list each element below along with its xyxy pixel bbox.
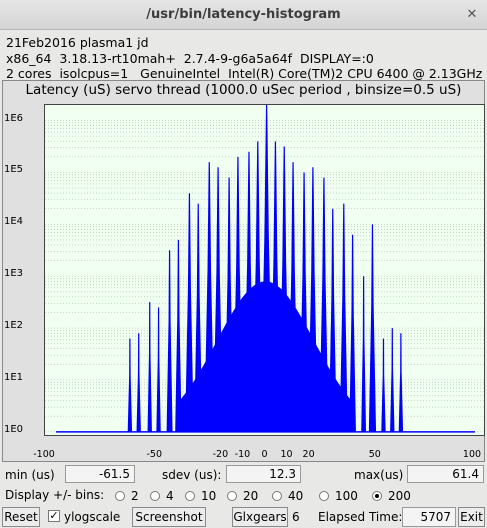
- histogram-peak: [390, 328, 395, 432]
- bins-option-200[interactable]: 200: [372, 489, 411, 503]
- info-line-1: 21Feb2016 plasma1 jd: [6, 35, 149, 50]
- min-value: -61.5: [65, 465, 135, 483]
- histogram-peak: [269, 141, 281, 432]
- y-tick-label: 1E6: [4, 112, 24, 124]
- histogram-peak: [299, 172, 309, 432]
- histogram-peak: [232, 156, 244, 432]
- x-tick-label: 100: [462, 449, 482, 460]
- histogram-peak: [194, 203, 203, 432]
- y-tick-label: 1E5: [4, 164, 24, 176]
- sdev-value: 12.3: [226, 465, 301, 483]
- x-tick-label: -20: [212, 449, 229, 460]
- histogram-peak: [319, 177, 329, 432]
- min-label: min (us): [5, 468, 55, 482]
- info-line-3: 2 cores isolcpus=1 GenuineIntel Intel(R)…: [6, 66, 483, 81]
- bins-option-20[interactable]: 20: [227, 489, 258, 503]
- histogram-peak: [136, 333, 141, 432]
- x-tick-label: 0: [261, 449, 268, 460]
- x-tick-label: 50: [368, 449, 381, 460]
- x-tick-label: -50: [146, 449, 163, 460]
- chart-title: Latency (uS) servo thread (1000.0 uSec p…: [25, 82, 462, 98]
- bins-option-label: 200: [388, 489, 411, 503]
- elapsed-label: Elapsed Time:: [318, 510, 403, 524]
- max-label: max(us): [354, 468, 404, 482]
- glxgears-button[interactable]: Glxgears: [232, 507, 288, 527]
- window-title: /usr/bin/latency-histogram: [146, 7, 341, 22]
- histogram-peak: [127, 338, 133, 432]
- histogram-peak: [328, 208, 337, 432]
- exit-button[interactable]: Exit: [458, 507, 485, 527]
- y-tick-label: 1E0: [4, 423, 24, 435]
- histogram-peak: [224, 177, 234, 432]
- elapsed-value: 5707: [402, 507, 456, 527]
- histogram-peak: [156, 307, 161, 432]
- radio-icon: [150, 491, 160, 501]
- y-tick-label: 1E3: [4, 268, 24, 280]
- radio-icon: [227, 491, 237, 501]
- histogram-peak: [166, 250, 173, 432]
- bins-option-4[interactable]: 4: [150, 489, 174, 503]
- checkmark-icon: ✓: [49, 509, 59, 522]
- close-icon[interactable]: ✕: [466, 7, 478, 22]
- x-tick-label: 10: [280, 449, 293, 460]
- glxgears-count: 6: [292, 510, 300, 524]
- ylogscale-checkbox[interactable]: ✓: [48, 510, 60, 522]
- bins-option-label: 2: [131, 489, 139, 503]
- bins-option-40[interactable]: 40: [272, 489, 303, 503]
- histogram-peak: [278, 146, 290, 432]
- bins-option-label: 4: [166, 489, 174, 503]
- reset-button[interactable]: Reset: [2, 507, 40, 527]
- radio-icon: [319, 491, 329, 501]
- bins-option-label: 10: [201, 489, 217, 503]
- radio-icon: [185, 491, 195, 501]
- bins-option-label: 40: [288, 489, 304, 503]
- histogram-peak: [213, 167, 224, 432]
- histogram-peak: [260, 105, 273, 432]
- sdev-label: sdev (us):: [162, 468, 222, 482]
- histogram-peak: [398, 333, 404, 432]
- ylogscale-label: ylogscale: [64, 510, 121, 524]
- y-tick-label: 1E1: [4, 371, 24, 383]
- histogram-peak: [185, 193, 194, 432]
- max-value: 61.4: [407, 465, 484, 483]
- histogram-peak: [288, 162, 299, 432]
- histogram-peak: [204, 162, 215, 432]
- screenshot-button[interactable]: Screenshot: [132, 507, 206, 527]
- title-bar: /usr/bin/latency-histogram ✕: [0, 0, 487, 30]
- info-line-2: x86_64 3.18.13-rt10mah+ 2.7.4-9-g6a5a64f…: [6, 51, 374, 66]
- histogram-peak: [368, 224, 377, 432]
- bins-option-2[interactable]: 2: [115, 489, 139, 503]
- bins-option-10[interactable]: 10: [185, 489, 216, 503]
- histogram-peak: [252, 141, 264, 432]
- histogram-peak: [381, 338, 386, 432]
- histogram-peak: [361, 276, 367, 432]
- radio-icon: [115, 491, 125, 501]
- histogram-peak: [175, 239, 182, 432]
- bins-option-label: 100: [335, 489, 358, 503]
- y-tick-label: 1E2: [4, 320, 24, 332]
- x-tick-label: 20: [302, 449, 315, 460]
- histogram-peak: [349, 234, 356, 432]
- radio-icon: [372, 491, 382, 501]
- bins-label: Display +/- bins:: [5, 488, 105, 502]
- bins-option-label: 20: [243, 489, 259, 503]
- x-tick-label: -10: [234, 449, 251, 460]
- plot-area: [44, 104, 485, 436]
- histogram-chart: [45, 105, 484, 433]
- histogram-peak: [147, 302, 152, 432]
- bins-option-100[interactable]: 100: [319, 489, 358, 503]
- radio-icon: [272, 491, 282, 501]
- y-tick-label: 1E4: [4, 216, 24, 228]
- histogram-peak: [243, 151, 255, 432]
- x-tick-label: -100: [33, 449, 55, 460]
- histogram-peak: [307, 167, 318, 432]
- histogram-peak: [339, 203, 348, 432]
